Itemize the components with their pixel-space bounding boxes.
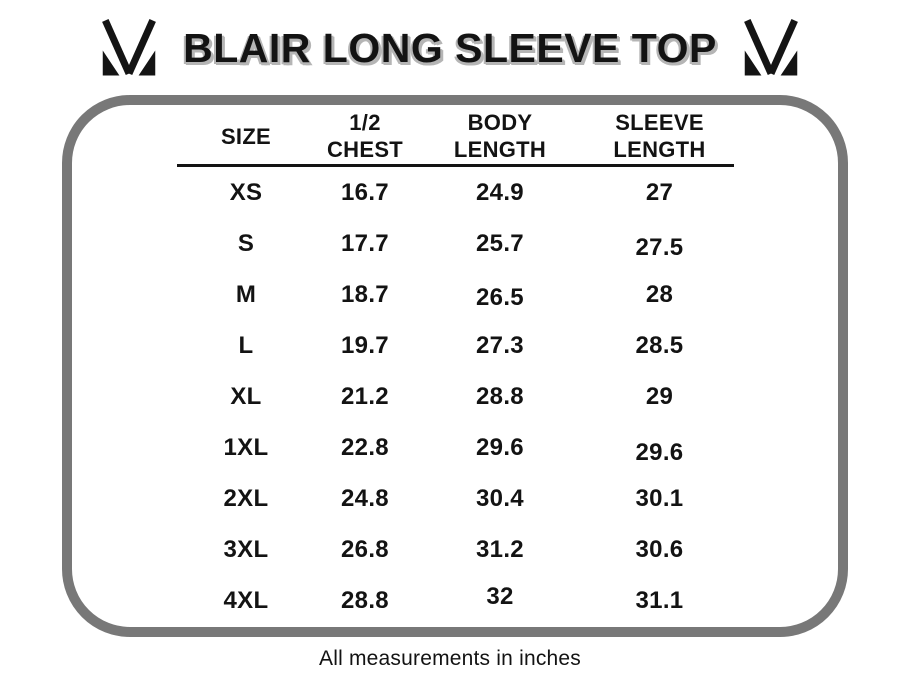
column-header-sleeve-length: SLEEVE LENGTH <box>585 110 734 164</box>
brand-m-monogram-icon-left <box>102 19 157 76</box>
cell-body-length: 26.5 <box>476 283 524 311</box>
footer-note: All measurements in inches <box>319 647 581 670</box>
table-header-row: SIZE 1/2 CHEST BODY LENGTH SLEEVE LENGTH <box>177 110 734 164</box>
cell-half-chest: 28.8 <box>341 587 389 615</box>
cell-sleeve-length: 29 <box>645 382 674 410</box>
cell-body-length: 27.3 <box>476 331 524 359</box>
column-header-sleeve-length-label: SLEEVE LENGTH <box>613 110 706 162</box>
cell-sleeve-length: 30.1 <box>635 485 684 513</box>
column-header-size: SIZE <box>177 110 315 164</box>
cell-half-chest: 17.7 <box>341 229 389 257</box>
table-body: XS 16.7 24.9 27 S 17.7 25.7 27.5 M 18.7 … <box>177 167 734 627</box>
table-row-xl: XL 21.2 28.8 29 <box>177 371 734 422</box>
table-row-l: L 19.7 27.3 28.5 <box>177 320 734 371</box>
cell-size: 2XL <box>223 485 269 513</box>
cell-size: 1XL <box>223 434 269 462</box>
cell-body-length: 32 <box>486 583 514 611</box>
cell-size: M <box>235 280 257 308</box>
cell-body-length: 25.7 <box>476 229 524 257</box>
cell-sleeve-length: 28 <box>645 280 674 308</box>
cell-size: 4XL <box>223 587 269 615</box>
table-row-1xl: 1XL 22.8 29.6 29.6 <box>177 422 734 473</box>
column-header-body-length: BODY LENGTH <box>415 110 585 164</box>
cell-size: 3XL <box>223 536 269 564</box>
cell-body-length: 24.9 <box>476 178 524 206</box>
cell-half-chest: 24.8 <box>341 485 389 513</box>
cell-sleeve-length: 31.1 <box>635 587 684 615</box>
table-row-m: M 18.7 26.5 28 <box>177 269 734 320</box>
cell-size: S <box>237 229 255 257</box>
cell-half-chest: 18.7 <box>341 280 389 308</box>
cell-sleeve-length: 29.6 <box>635 439 684 467</box>
header-divider-line <box>177 164 734 167</box>
cell-sleeve-length: 27.5 <box>635 233 684 261</box>
cell-size: XS <box>229 178 263 206</box>
table-row-3xl: 3XL 26.8 31.2 30.6 <box>177 525 734 576</box>
size-table: SIZE 1/2 CHEST BODY LENGTH SLEEVE LENGTH… <box>177 110 734 627</box>
cell-half-chest: 26.8 <box>341 536 389 564</box>
cell-body-length: 30.4 <box>476 485 524 513</box>
cell-half-chest: 19.7 <box>341 331 389 359</box>
table-row-s: S 17.7 25.7 27.5 <box>177 218 734 269</box>
brand-m-monogram-icon-right <box>743 19 798 76</box>
column-header-half-chest: 1/2 CHEST <box>315 110 415 164</box>
header: BLAIR LONG SLEEVE TOP <box>0 13 900 83</box>
cell-sleeve-length: 27 <box>645 178 674 206</box>
cell-half-chest: 16.7 <box>341 178 389 206</box>
cell-sleeve-length: 28.5 <box>635 331 684 359</box>
cell-size: XL <box>230 382 262 410</box>
cell-body-length: 28.8 <box>476 382 524 410</box>
cell-body-length: 29.6 <box>476 434 524 462</box>
cell-size: L <box>238 331 254 359</box>
column-header-half-chest-label: 1/2 CHEST <box>326 110 404 162</box>
cell-sleeve-length: 30.6 <box>635 536 684 564</box>
cell-body-length: 31.2 <box>476 536 524 564</box>
rounded-border-frame <box>62 95 848 637</box>
page-title: BLAIR LONG SLEEVE TOP <box>183 24 717 71</box>
table-row-xs: XS 16.7 24.9 27 <box>177 167 734 218</box>
column-header-size-label: SIZE <box>220 123 272 149</box>
table-row-2xl: 2XL 24.8 30.4 30.1 <box>177 474 734 525</box>
table-row-4xl: 4XL 28.8 32 31.1 <box>177 576 734 627</box>
cell-half-chest: 21.2 <box>341 382 389 410</box>
cell-half-chest: 22.8 <box>341 434 389 462</box>
column-header-body-length-label: BODY LENGTH <box>453 110 547 162</box>
